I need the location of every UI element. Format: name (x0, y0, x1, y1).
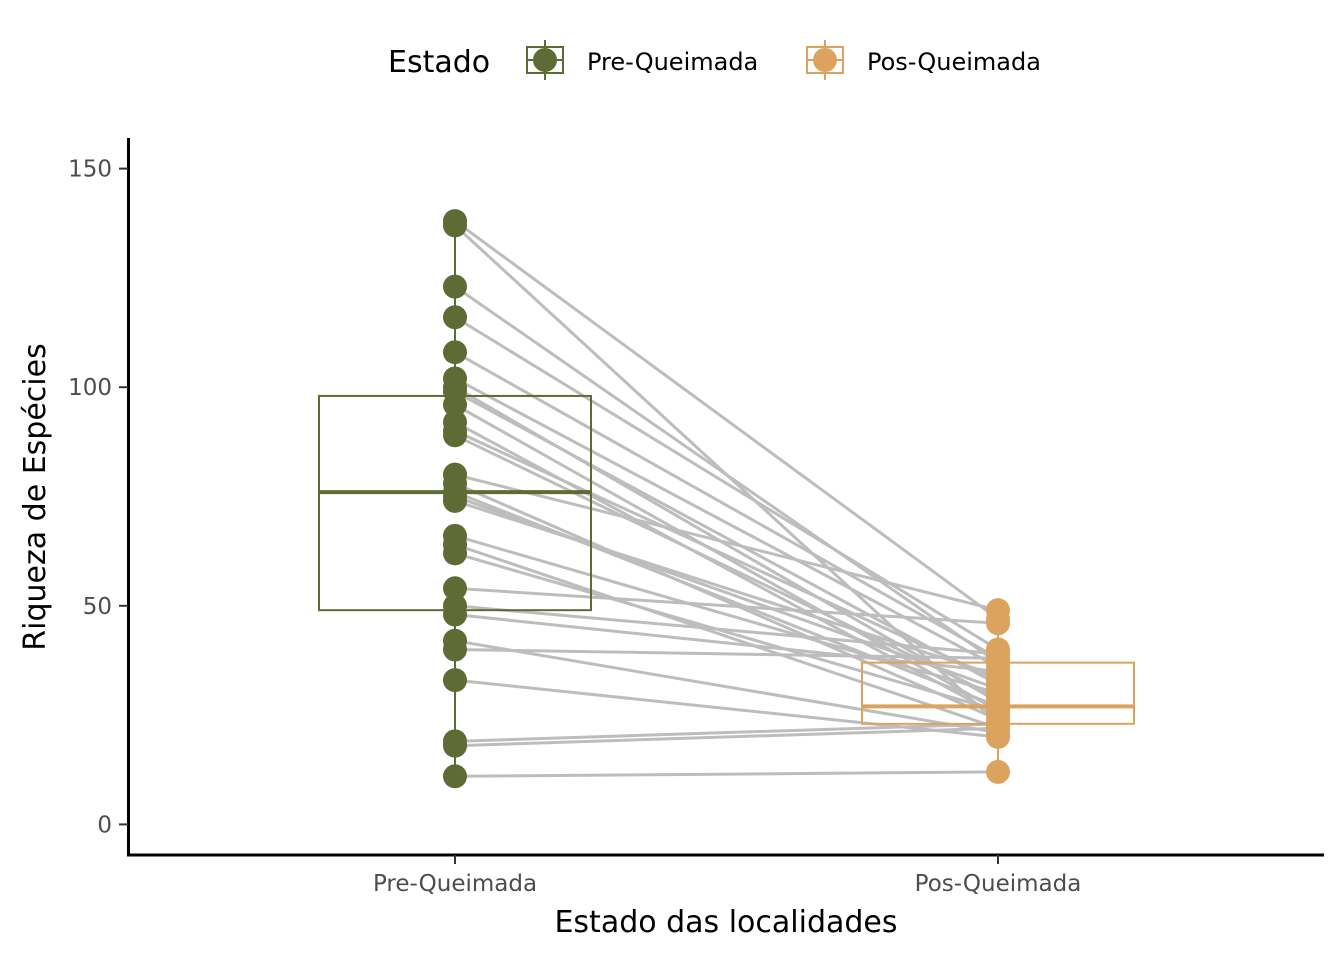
x-tick-label-pre-queimada: Pre-Queimada (373, 871, 537, 897)
pair-lines (453, 219, 1000, 778)
legend-label-pos-queimada: Pos-Queimada (867, 48, 1041, 76)
point-pos-queimada-21 (986, 611, 1010, 636)
pair-line-19 (454, 543, 999, 730)
point-pre-queimada-21 (443, 576, 467, 601)
pair-line-9 (454, 403, 999, 713)
point-pre-queimada-12 (443, 423, 467, 448)
pair-line-18 (454, 534, 999, 695)
point-pre-queimada-20 (443, 541, 467, 566)
y-axis: 0 50 100 150 (68, 138, 130, 856)
pair-line-25 (454, 648, 999, 660)
pair-line-11 (454, 429, 999, 682)
legend-title: Estado (388, 45, 490, 80)
pair-line-12 (454, 433, 999, 699)
pair-line-27 (454, 722, 999, 743)
pair-line-3 (454, 285, 999, 664)
pair-line-1 (454, 219, 999, 621)
point-pos-queimada-28 (986, 716, 1010, 741)
point-pre-queimada-2 (443, 213, 467, 238)
y-tick-label-150: 150 (68, 157, 112, 183)
point-pos-queimada-18 (986, 681, 1010, 706)
point-pos-queimada-29 (986, 759, 1010, 784)
y-axis-title: Riqueza de Espécies (18, 343, 53, 650)
legend: Estado Pre-Queimada Pos-Queimada (388, 40, 1041, 80)
legend-label-pre-queimada: Pre-Queimada (587, 48, 758, 76)
point-pre-queimada-17 (443, 488, 467, 513)
legend-key-pos-queimada (806, 40, 844, 80)
point-pre-queimada-23 (443, 602, 467, 627)
pair-line-22 (454, 604, 999, 656)
pair-line-29 (454, 770, 999, 778)
point-pre-queimada-26 (443, 668, 467, 693)
y-tick-label-0: 0 (97, 812, 112, 838)
pair-line-4 (454, 315, 999, 651)
point-pre-queimada-3 (443, 274, 467, 299)
y-tick-label-50: 50 (83, 594, 112, 620)
y-tick-label-100: 100 (68, 375, 112, 401)
point-pre-queimada-9 (443, 392, 467, 417)
legend-key-pre-queimada (526, 40, 564, 80)
point-pre-queimada-28 (443, 733, 467, 758)
boxplots (318, 221, 1135, 777)
x-axis: Pre-Queimada Pos-Queimada (127, 853, 1324, 897)
pair-line-28 (454, 726, 999, 748)
point-pre-queimada-4 (443, 305, 467, 330)
pair-line-14 (454, 482, 999, 721)
pair-line-13 (454, 473, 999, 612)
pair-line-5 (454, 350, 999, 660)
point-pre-queimada-5 (443, 340, 467, 365)
x-tick-label-pos-queimada: Pos-Queimada (915, 871, 1082, 897)
pair-line-8 (454, 390, 999, 686)
pair-line-21 (454, 586, 999, 625)
point-pre-queimada-29 (443, 764, 467, 789)
pair-line-24 (454, 639, 999, 735)
point-pos-queimada-25 (986, 646, 1010, 671)
point-pre-queimada-25 (443, 637, 467, 662)
pair-line-20 (454, 551, 999, 713)
data-points (443, 209, 1010, 789)
x-axis-title: Estado das localidades (554, 905, 897, 940)
